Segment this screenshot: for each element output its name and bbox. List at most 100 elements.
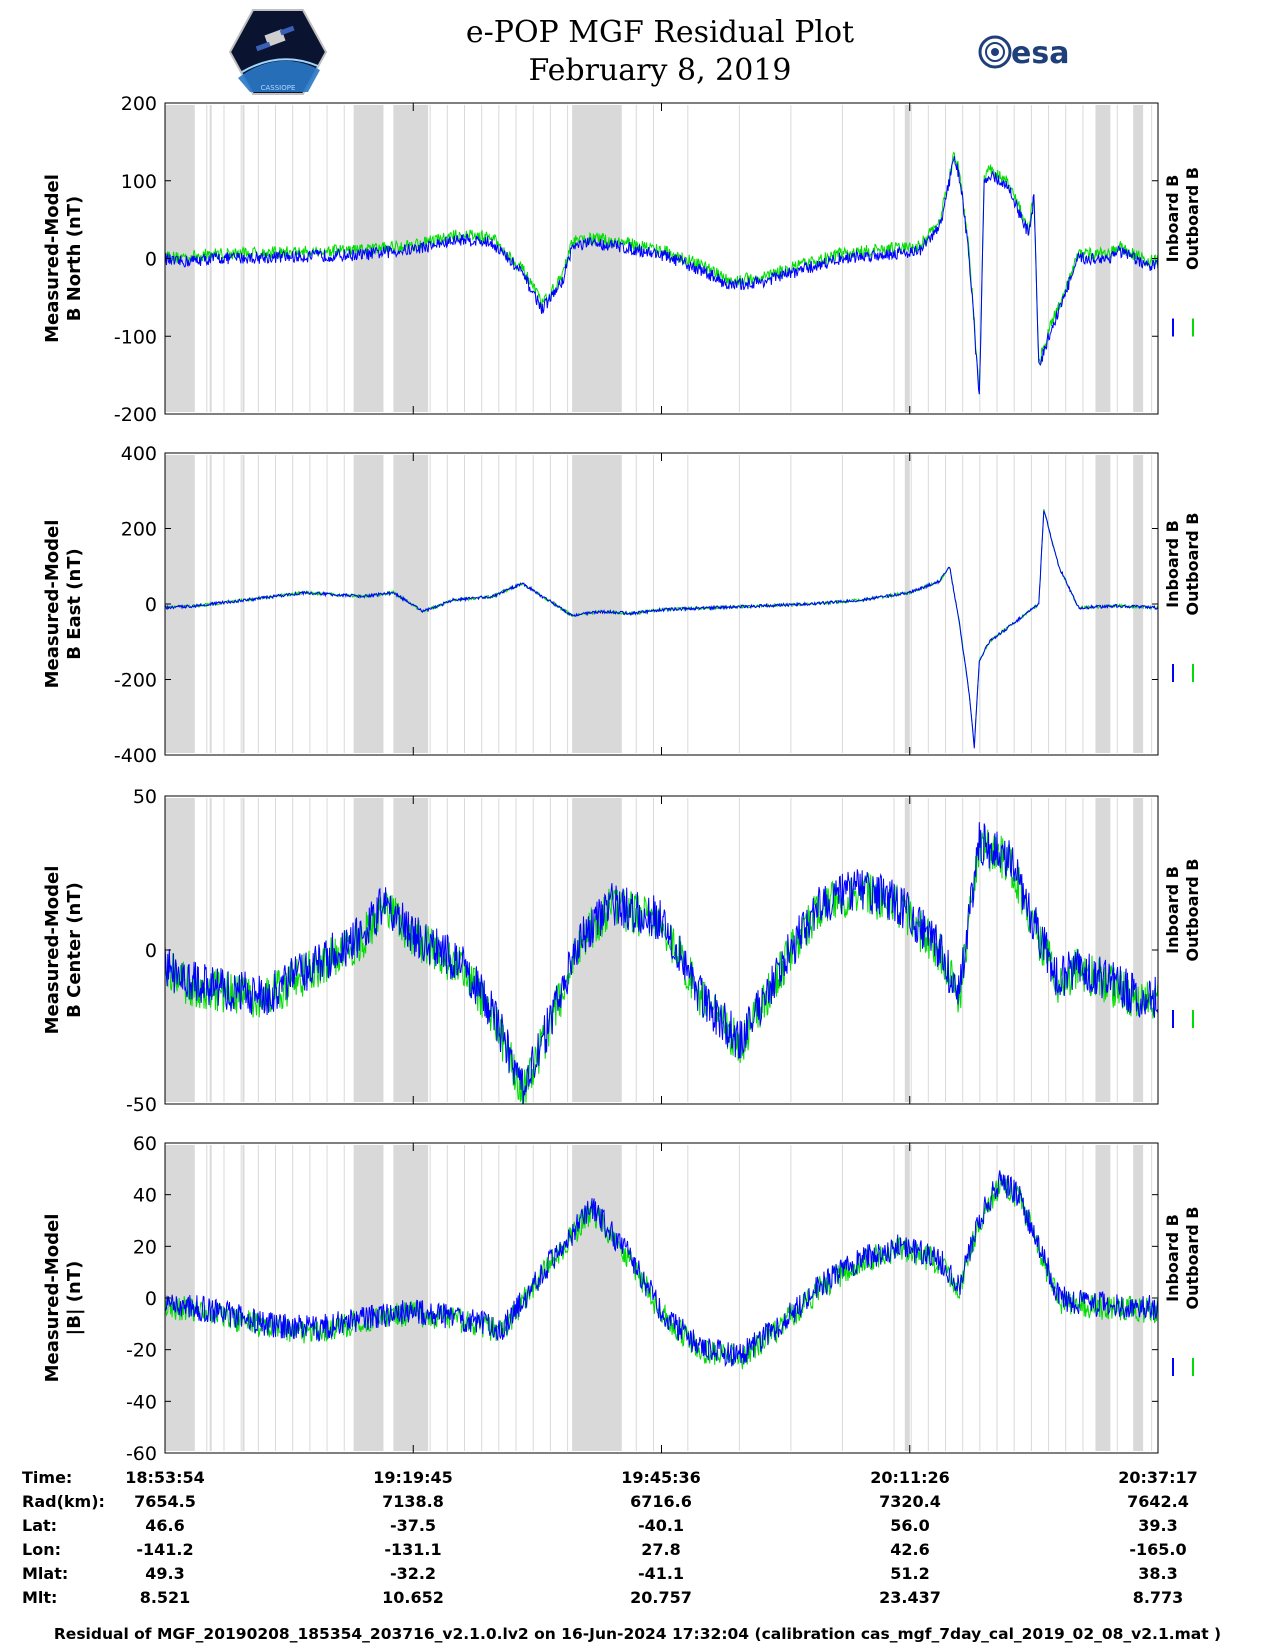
gap-band: [1133, 455, 1144, 753]
gap-line: [738, 455, 740, 753]
gap-line: [498, 798, 500, 1102]
info-cell: 8.521: [139, 1588, 191, 1607]
gap-line: [618, 1145, 620, 1451]
gap-band: [572, 455, 622, 753]
gap-line: [395, 105, 397, 412]
info-cell: 6716.6: [630, 1492, 692, 1511]
info-cell: -37.5: [389, 1516, 437, 1535]
gap-line: [1099, 798, 1101, 1102]
gap-line: [1116, 798, 1118, 1102]
info-cell: 42.6: [890, 1540, 930, 1559]
gap-line: [463, 105, 465, 412]
info-cell: 23.437: [879, 1588, 941, 1607]
gap-line: [429, 1145, 431, 1451]
plot-frame: [164, 452, 1159, 756]
info-cell: 39.3: [1138, 1516, 1178, 1535]
gap-band: [1095, 798, 1111, 1102]
gap-line: [192, 1145, 194, 1451]
gap-line: [893, 1145, 895, 1451]
y-axis-label: Measured-ModelB East (nT): [42, 520, 85, 689]
gap-line: [962, 1145, 964, 1451]
outboard-b-series-line: [164, 1172, 1159, 1370]
y-tick-label: 60: [133, 1133, 157, 1155]
legend-label: Inboard B: [1163, 520, 1182, 608]
y-tick-label: 0: [145, 594, 157, 616]
gap-line: [275, 455, 277, 753]
gap-line: [1013, 455, 1015, 753]
gap-line: [1048, 1145, 1050, 1451]
gap-line: [1065, 105, 1067, 412]
gap-band: [242, 455, 245, 753]
gap-line: [326, 105, 328, 412]
y-axis-label-line-1: Measured-Model: [42, 520, 63, 689]
gap-line: [910, 105, 912, 412]
gap-line: [292, 455, 294, 753]
gap-line: [910, 798, 912, 1102]
gap-line: [257, 1145, 259, 1451]
esa-logo: esa: [978, 35, 1069, 71]
gap-line: [945, 1145, 947, 1451]
gap-line: [927, 455, 929, 753]
info-row: Lat: 46.6 -37.5 -40.1 56.0 39.3: [0, 1516, 1275, 1540]
gap-band: [904, 105, 910, 412]
y-tick-label: 50: [133, 786, 157, 808]
gap-line: [463, 1145, 465, 1451]
gap-band: [1133, 798, 1144, 1102]
gap-line: [618, 455, 620, 753]
gap-line: [567, 455, 569, 753]
gap-line: [192, 798, 194, 1102]
gap-line: [652, 105, 654, 412]
gap-line: [927, 105, 929, 412]
gap-band: [904, 1145, 910, 1451]
gap-line: [292, 1145, 294, 1451]
legend-label: Inboard B: [1163, 866, 1182, 954]
gap-line: [463, 798, 465, 1102]
gap-line: [841, 105, 843, 412]
y-tick-label: 400: [121, 443, 157, 465]
y-tick-label: 200: [121, 93, 157, 115]
info-cell: -41.1: [637, 1564, 685, 1583]
gap-line: [567, 1145, 569, 1451]
gap-line: [481, 798, 483, 1102]
gap-line: [1151, 455, 1153, 753]
info-cell: 10.652: [382, 1588, 444, 1607]
info-cell: 20:37:17: [1118, 1468, 1198, 1487]
legend-label: Outboard B: [1183, 859, 1202, 962]
gap-band: [904, 798, 910, 1102]
info-cell: 19:19:45: [373, 1468, 453, 1487]
gap-line: [498, 1145, 500, 1451]
gap-line: [206, 455, 208, 753]
info-cell: 19:45:36: [621, 1468, 701, 1487]
gap-line: [652, 798, 654, 1102]
inboard-b-series-line: [164, 510, 1159, 749]
gap-line: [395, 798, 397, 1102]
y-axis-label: Measured-ModelB North (nT): [42, 174, 85, 343]
gap-band: [242, 798, 245, 1102]
gap-line: [584, 1145, 586, 1451]
gap-band: [242, 1145, 245, 1451]
info-cell: 49.3: [145, 1564, 185, 1583]
gap-line: [532, 798, 534, 1102]
info-cell: -165.0: [1129, 1540, 1187, 1559]
gap-line: [481, 455, 483, 753]
gap-line: [549, 1145, 551, 1451]
gap-line: [240, 455, 242, 753]
gap-line: [687, 798, 689, 1102]
y-tick-label: 100: [121, 171, 157, 193]
gap-line: [1133, 1145, 1135, 1451]
gap-line: [1099, 455, 1101, 753]
gap-line: [687, 455, 689, 753]
gap-line: [945, 455, 947, 753]
gap-line: [446, 455, 448, 753]
gap-line: [910, 455, 912, 753]
info-cell: -32.2: [389, 1564, 437, 1583]
gap-line: [1082, 455, 1084, 753]
y-axis-label-line-2: B North (nT): [64, 196, 85, 322]
footnote: Residual of MGF_20190208_185354_203716_v…: [53, 1625, 1222, 1643]
y-tick-label: 0: [145, 249, 157, 271]
gap-line: [532, 455, 534, 753]
gap-line: [309, 1145, 311, 1451]
gap-line: [1030, 1145, 1032, 1451]
gap-line: [738, 1145, 740, 1451]
gap-line: [738, 105, 740, 412]
